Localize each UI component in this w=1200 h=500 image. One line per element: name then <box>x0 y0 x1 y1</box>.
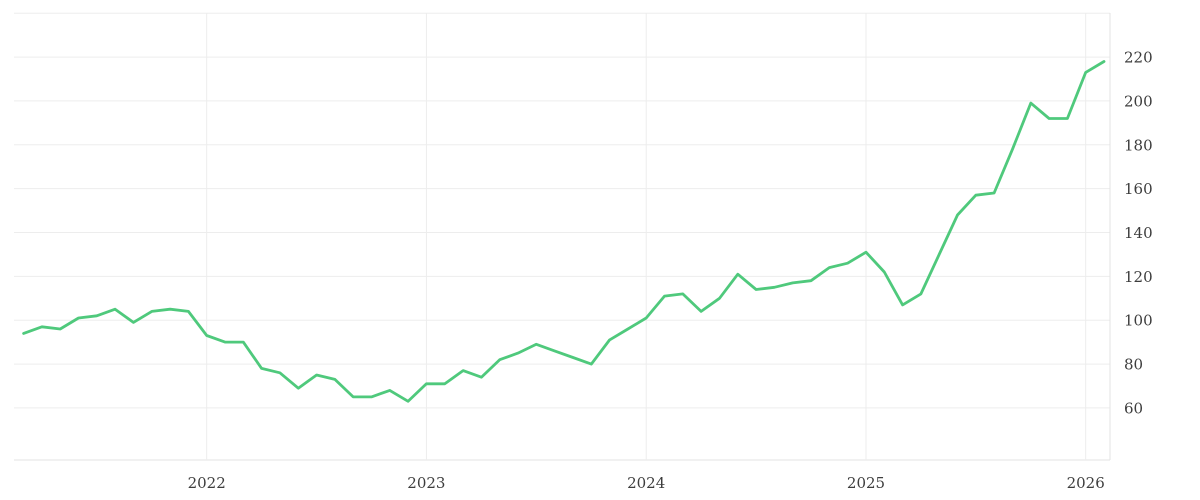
x-tick-label: 2022 <box>188 474 226 492</box>
y-tick-label: 80 <box>1124 356 1143 374</box>
y-tick-label: 60 <box>1124 399 1143 417</box>
y-tick-label: 220 <box>1124 49 1153 67</box>
y-tick-label: 180 <box>1124 136 1153 154</box>
y-tick-label: 160 <box>1124 180 1153 198</box>
x-tick-label: 2023 <box>407 474 445 492</box>
x-tick-label: 2025 <box>847 474 885 492</box>
x-tick-label: 2024 <box>627 474 665 492</box>
x-tick-label: 2026 <box>1067 474 1105 492</box>
y-tick-label: 120 <box>1124 268 1153 286</box>
y-tick-label: 140 <box>1124 224 1153 242</box>
series-price <box>22 60 1106 403</box>
y-tick-label: 100 <box>1124 312 1153 330</box>
y-tick-label: 200 <box>1124 92 1153 110</box>
